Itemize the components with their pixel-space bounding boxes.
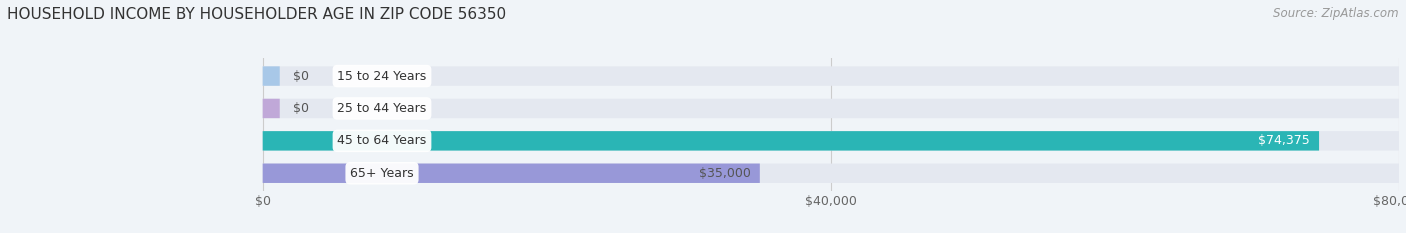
Text: 25 to 44 Years: 25 to 44 Years xyxy=(337,102,426,115)
Text: HOUSEHOLD INCOME BY HOUSEHOLDER AGE IN ZIP CODE 56350: HOUSEHOLD INCOME BY HOUSEHOLDER AGE IN Z… xyxy=(7,7,506,22)
FancyBboxPatch shape xyxy=(263,131,1399,151)
FancyBboxPatch shape xyxy=(263,66,280,86)
Text: 15 to 24 Years: 15 to 24 Years xyxy=(337,70,426,82)
Text: Source: ZipAtlas.com: Source: ZipAtlas.com xyxy=(1274,7,1399,20)
FancyBboxPatch shape xyxy=(263,99,1399,118)
Text: 65+ Years: 65+ Years xyxy=(350,167,413,180)
FancyBboxPatch shape xyxy=(263,164,1399,183)
FancyBboxPatch shape xyxy=(263,164,759,183)
Text: $74,375: $74,375 xyxy=(1258,134,1310,147)
Text: 45 to 64 Years: 45 to 64 Years xyxy=(337,134,426,147)
Text: $0: $0 xyxy=(294,70,309,82)
Text: $0: $0 xyxy=(294,102,309,115)
Text: $35,000: $35,000 xyxy=(699,167,751,180)
FancyBboxPatch shape xyxy=(263,99,280,118)
FancyBboxPatch shape xyxy=(263,66,1399,86)
FancyBboxPatch shape xyxy=(263,131,1319,151)
